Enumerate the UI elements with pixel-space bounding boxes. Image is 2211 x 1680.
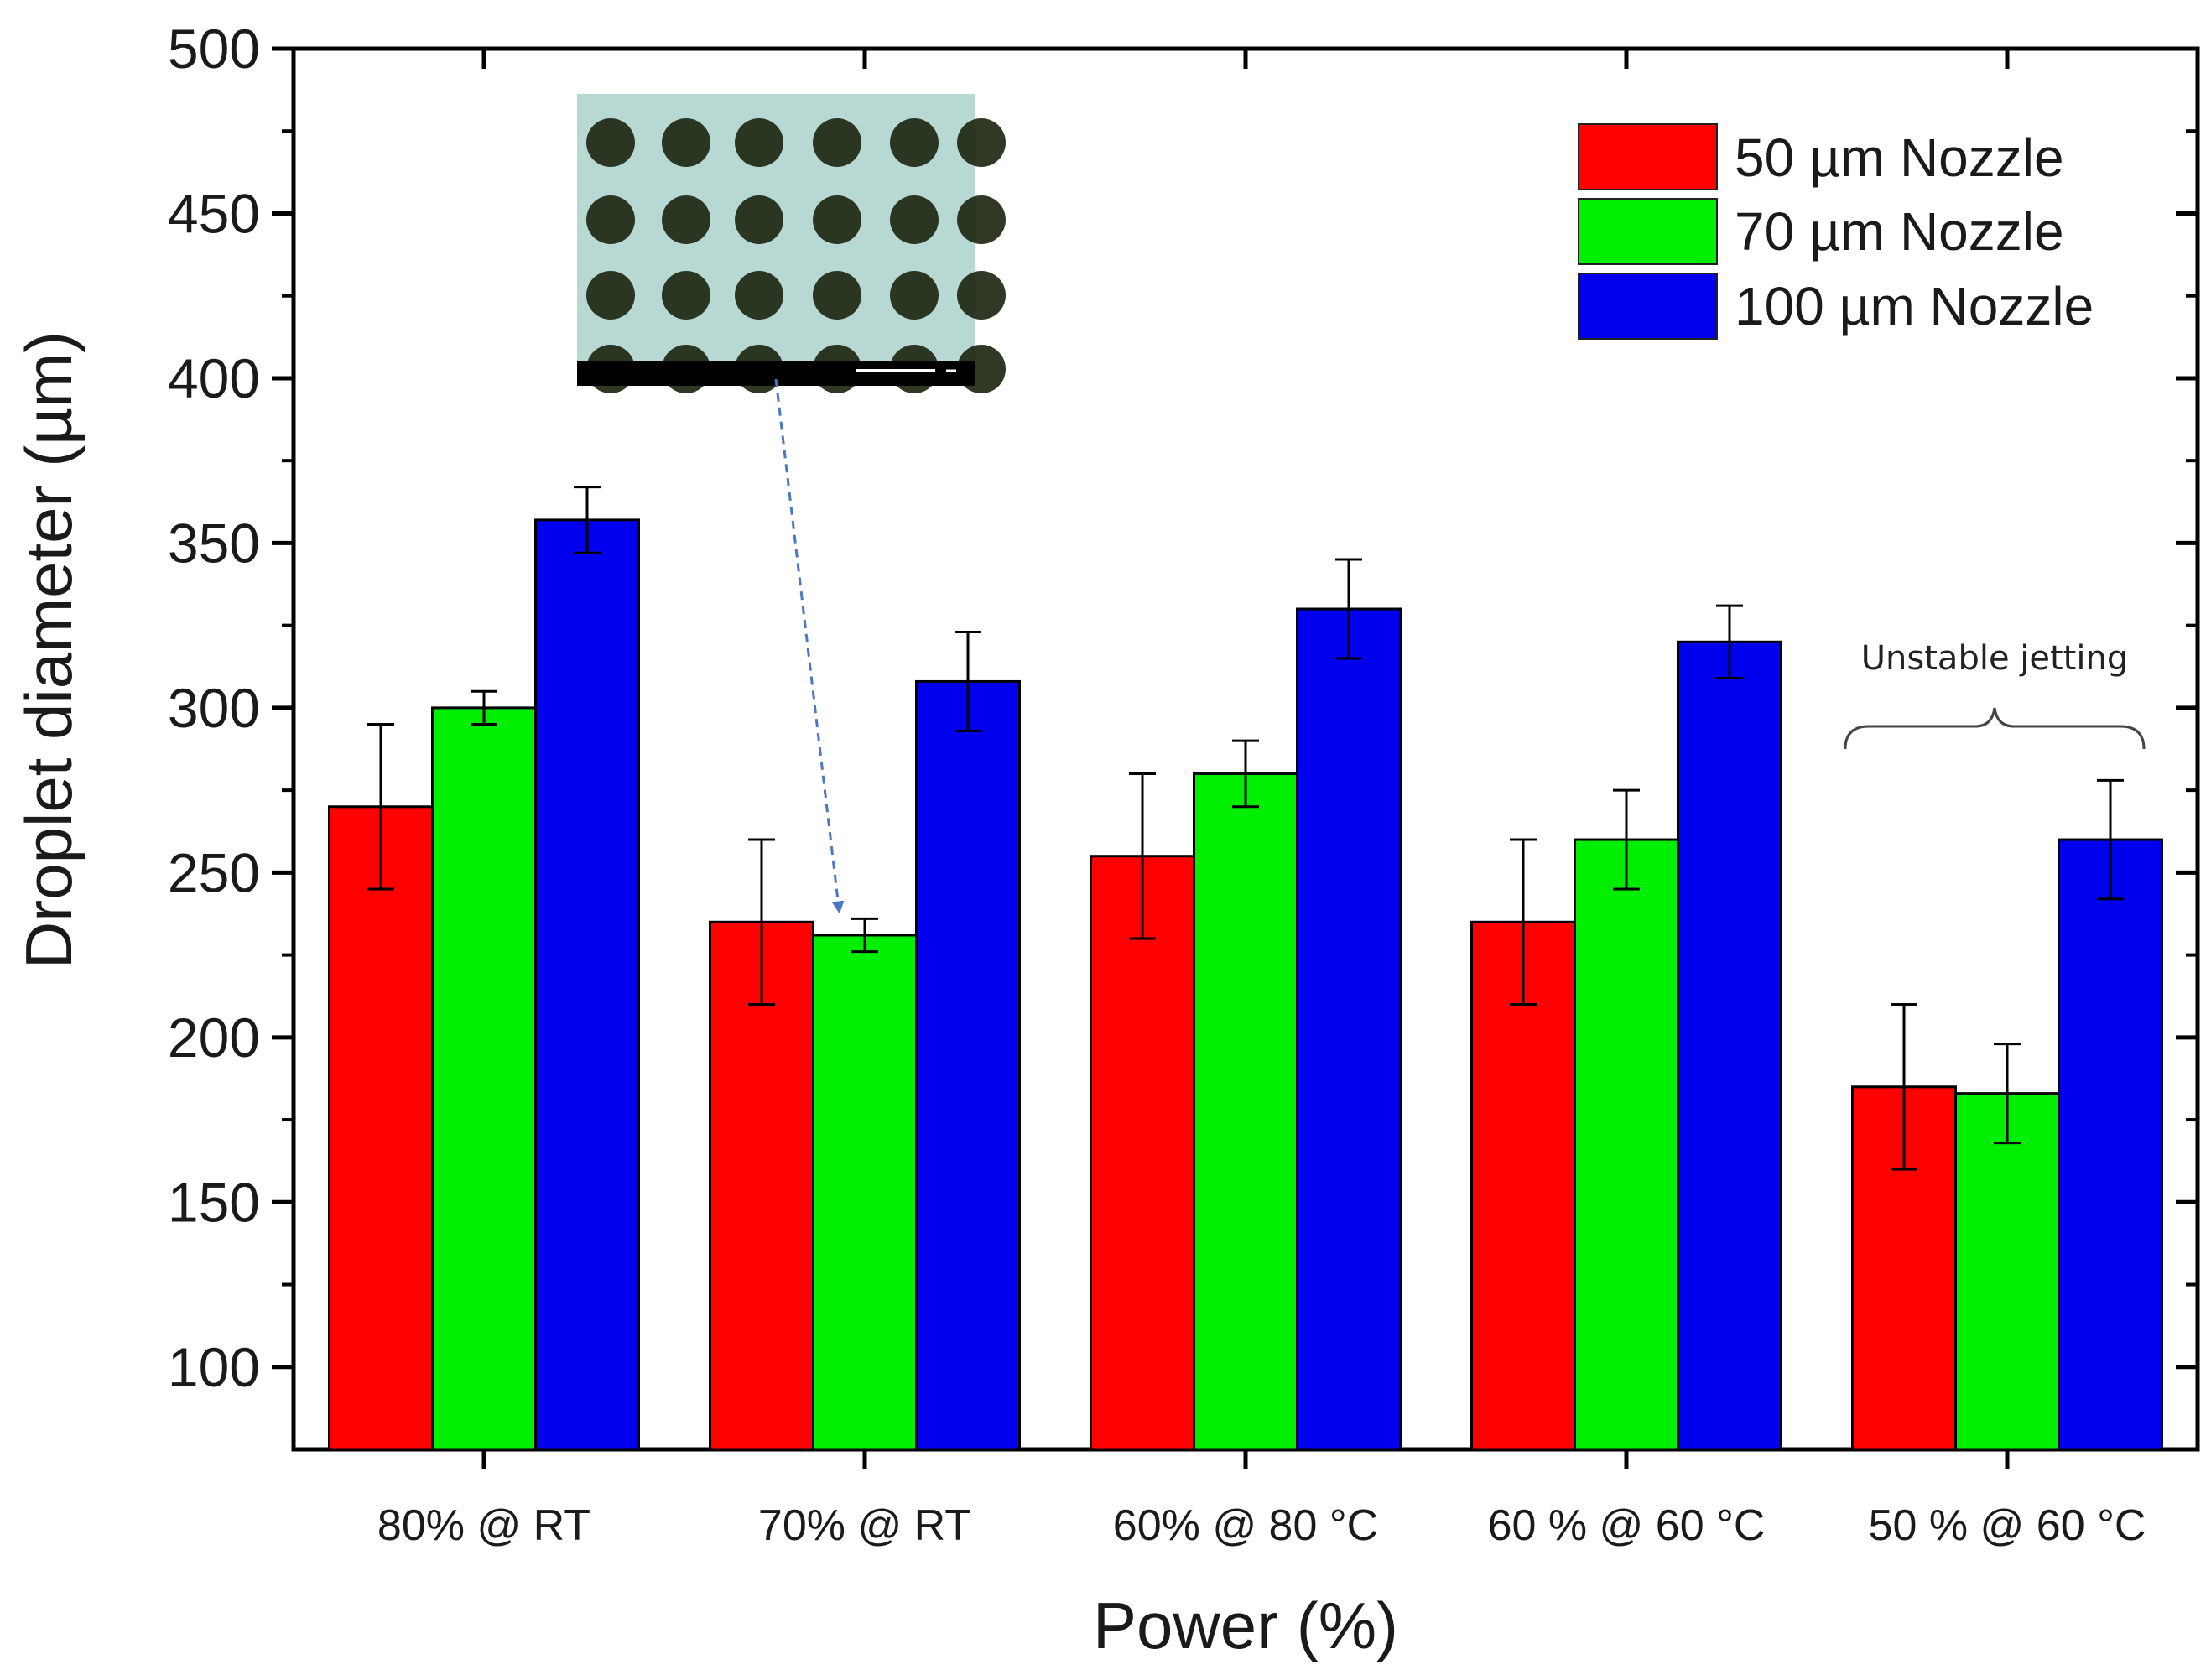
bar-50um-2 <box>1090 855 1195 1451</box>
y-tick-label: 400 <box>168 347 260 409</box>
bars-layer <box>328 518 2163 1451</box>
bar-100um-4 <box>2058 838 2163 1451</box>
error-bar <box>1891 1003 1917 1171</box>
bar-50um-3 <box>1470 920 1576 1451</box>
x-category-label: 60 % @ 60 °C <box>1488 1501 1766 1550</box>
bar-70um-1 <box>812 934 918 1451</box>
y-tick-label: 200 <box>168 1006 260 1069</box>
error-bar <box>1129 772 1156 940</box>
y-tick-label: 300 <box>168 677 260 739</box>
error-bar <box>367 723 394 891</box>
legend: 50 µm Nozzle 70 µm Nozzle 100 µm Nozzle <box>1578 123 2094 340</box>
x-category-label: 70% @ RT <box>758 1501 971 1550</box>
bar-100um-1 <box>915 679 1021 1451</box>
error-bar <box>851 917 878 954</box>
error-bar <box>1510 838 1537 1006</box>
error-bar <box>1994 1043 2021 1145</box>
y-tick-label: 450 <box>168 182 260 244</box>
legend-swatch-50um <box>1578 123 1718 190</box>
y-tick-label: 500 <box>168 18 260 80</box>
bar-70um-0 <box>431 706 537 1451</box>
bar-50um-0 <box>328 805 434 1451</box>
annotation-brace <box>1844 707 2146 750</box>
y-tick-label: 250 <box>168 841 260 903</box>
x-axis-ticks: 80% @ RT 70% @ RT 60% @ 80 °C 60 % @ 60 °C 5… <box>377 49 2146 1550</box>
error-bar <box>748 838 775 1006</box>
bar-70um-2 <box>1193 772 1298 1451</box>
y-tick-label: 100 <box>168 1336 260 1398</box>
error-bar <box>1716 604 1743 680</box>
y-tick-label: 150 <box>168 1171 260 1233</box>
error-bar <box>471 689 497 726</box>
bar-100um-3 <box>1677 640 1782 1451</box>
error-bar <box>1613 788 1640 891</box>
bar-50um-1 <box>709 920 814 1451</box>
bar-100um-2 <box>1296 607 1402 1451</box>
y-axis-ticks: 100 150 200 250 300 350 400 450 500 <box>168 18 2198 1398</box>
inset-pointer-arrow <box>774 378 845 914</box>
x-category-label: 50 % @ 60 °C <box>1869 1501 2146 1550</box>
legend-label-50um: 50 µm Nozzle <box>1735 127 2064 188</box>
legend-swatch-100um <box>1578 273 1718 340</box>
x-axis-title: Power (%) <box>1093 1589 1398 1662</box>
error-bar <box>574 486 601 554</box>
y-axis-title: Droplet diameter (µm) <box>12 331 86 969</box>
y-tick-label: 350 <box>168 512 260 574</box>
error-bar <box>1232 739 1259 809</box>
x-category-label: 60% @ 80 °C <box>1113 1501 1378 1550</box>
bar-70um-3 <box>1574 838 1679 1451</box>
bar-70um-4 <box>1954 1092 2060 1451</box>
error-bar <box>2097 778 2124 901</box>
micrograph-inset-image <box>577 94 1006 393</box>
bar-100um-0 <box>534 518 640 1451</box>
legend-label-100um: 100 µm Nozzle <box>1735 276 2094 336</box>
error-bar <box>1335 558 1362 660</box>
error-bars-layer <box>367 486 2124 1171</box>
annotation-unstable-jetting: Unstable jetting <box>1861 639 2128 678</box>
error-bar <box>955 631 981 732</box>
legend-label-70um: 70 µm Nozzle <box>1735 201 2064 262</box>
legend-swatch-70um <box>1578 198 1718 265</box>
x-category-label: 80% @ RT <box>377 1501 590 1550</box>
